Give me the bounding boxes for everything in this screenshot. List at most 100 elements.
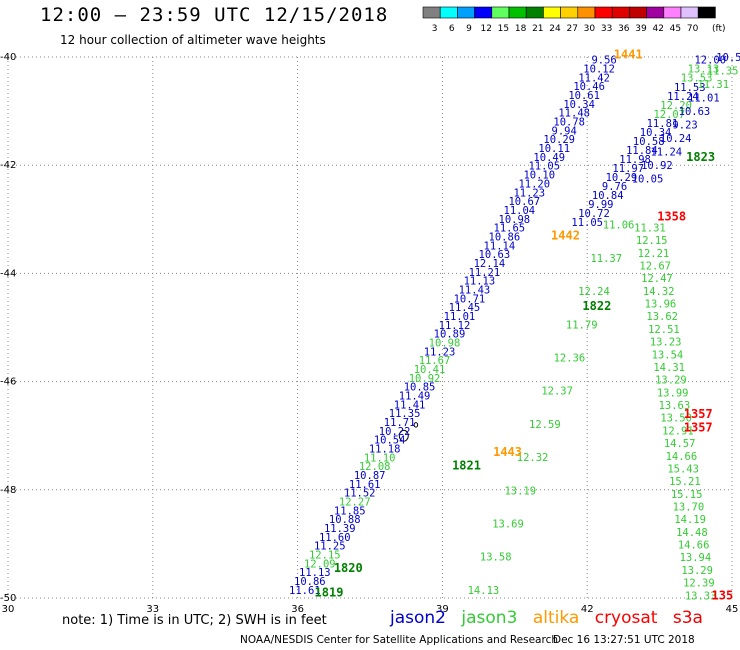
swh-value: 10.71 xyxy=(454,293,486,305)
swh-value: 10.10 xyxy=(523,170,555,182)
swh-value: 11.43 xyxy=(459,284,491,296)
swh-value: 11.01 xyxy=(688,93,720,105)
island-outline xyxy=(413,422,419,428)
swh-value: 11.35 xyxy=(389,408,421,420)
swh-value: 10.63 xyxy=(479,249,511,261)
swh-value: 11.13 xyxy=(464,276,496,288)
swh-value: 12.21 xyxy=(638,248,670,260)
swh-value: 11.81 xyxy=(647,118,679,130)
swh-value: 10.29 xyxy=(606,172,638,184)
legend-tick-label: 9 xyxy=(466,24,472,34)
swh-value: 10.86 xyxy=(489,231,521,243)
swh-value: 11.06 xyxy=(603,220,635,232)
swh-value: 9.94 xyxy=(552,125,577,137)
swh-value: 11.98 xyxy=(619,154,651,166)
swh-value: 10.84 xyxy=(592,190,624,202)
swh-value: 11.05 xyxy=(528,161,560,173)
swh-value: 11.13 xyxy=(299,567,331,579)
swh-value: 11.49 xyxy=(399,390,431,402)
swh-value: 9.76 xyxy=(602,181,627,193)
swh-value: 10.88 xyxy=(329,514,361,526)
swh-value: 12.59 xyxy=(529,419,561,431)
sat-label-altika: altika xyxy=(532,608,580,628)
swh-value: 13.23 xyxy=(650,337,682,349)
legend-unit: (ft) xyxy=(712,24,726,34)
sat-label-s3a: s3a xyxy=(672,608,703,628)
swh-value: 11.18 xyxy=(369,444,401,456)
swh-value: 13.19 xyxy=(504,485,536,497)
swh-value: 11.79 xyxy=(566,319,598,331)
swh-value: 10.67 xyxy=(508,196,540,208)
time-stamp: 1822 xyxy=(582,299,611,313)
swh-value: 11.37 xyxy=(590,253,622,265)
legend-tick-label: 42 xyxy=(652,24,663,34)
swh-value: 12.51 xyxy=(648,324,680,336)
swh-value: 12.67 xyxy=(639,260,671,272)
swh-value: 13.33 xyxy=(685,590,717,602)
swh-value: 11.61 xyxy=(349,479,381,491)
time-stamp: 1358 xyxy=(657,210,686,224)
swh-value: 11.04 xyxy=(504,205,536,217)
swh-value: 10.89 xyxy=(434,329,466,341)
swh-value: 12.00 xyxy=(694,55,726,67)
swh-value: 12.32 xyxy=(517,452,549,464)
swh-value: 13.62 xyxy=(646,311,678,323)
swh-value: 13.58 xyxy=(480,552,512,564)
swh-value: 13.53 xyxy=(681,73,713,85)
swh-value: 11.21 xyxy=(469,267,501,279)
legend-tick-label: 3 xyxy=(432,24,438,34)
swh-value: 11.14 xyxy=(484,240,516,252)
legend-tick-label: 12 xyxy=(480,24,491,34)
swh-value: 10.34 xyxy=(563,99,595,111)
swh-value: 13.29 xyxy=(681,565,713,577)
swh-value: 14.66 xyxy=(678,540,710,552)
swh-value: 10.34 xyxy=(640,127,672,139)
swh-value: 11.31 xyxy=(697,79,729,91)
credit-line: NOAA/NESDIS Center for Satellite Applica… xyxy=(240,634,558,646)
legend-tick-label: 15 xyxy=(498,24,509,34)
swh-value: 12.47 xyxy=(641,273,673,285)
swh-value: 13.63 xyxy=(659,400,691,412)
footer-note: note: 1) Time is in UTC; 2) SWH is in fe… xyxy=(62,613,327,628)
time-stamp: 1443 xyxy=(493,445,522,459)
swh-value: 14.32 xyxy=(643,286,675,298)
swh-value: 12.08 xyxy=(359,461,391,473)
swh-value: 14.48 xyxy=(676,527,708,539)
swh-value: 11.25 xyxy=(314,541,346,553)
swh-value: 12.09 xyxy=(304,558,336,570)
lat-tick-label: -44 xyxy=(0,268,16,279)
legend-tick-label: 24 xyxy=(549,24,561,34)
swh-value: 10.56 xyxy=(716,52,740,64)
swh-value: 10.92 xyxy=(409,373,441,385)
swh-value: 9.23 xyxy=(672,120,697,132)
swh-value: 10.22 xyxy=(379,426,411,438)
swh-value: 14.57 xyxy=(664,438,696,450)
swh-value: 13.54 xyxy=(652,349,684,361)
legend-swatch xyxy=(697,6,716,19)
swh-value: 11.31 xyxy=(634,222,666,234)
time-stamp: 1441 xyxy=(614,47,643,61)
swh-value: 12.37 xyxy=(541,386,573,398)
lat-tick-label: -40 xyxy=(0,52,16,63)
swh-value: 15.21 xyxy=(669,476,701,488)
lon-tick-label: 36 xyxy=(291,604,304,615)
sat-label-jason3: jason3 xyxy=(461,608,518,628)
swh-value: 11.24 xyxy=(667,91,699,103)
swh-value: 11.71 xyxy=(384,417,416,429)
swh-value: 11.23 xyxy=(513,187,545,199)
swh-value: 10.58 xyxy=(633,136,665,148)
swh-value: 10.49 xyxy=(533,152,565,164)
swh-value: 13.70 xyxy=(673,501,705,513)
swh-value: 13.69 xyxy=(492,518,524,530)
swh-value: 11.23 xyxy=(424,346,456,358)
time-stamp: 135 xyxy=(712,588,734,602)
swh-value: 15.43 xyxy=(667,463,699,475)
swh-value: 10.98 xyxy=(429,337,461,349)
swh-value: 12.27 xyxy=(339,497,371,509)
island-outline xyxy=(398,429,409,442)
swh-value: 12.36 xyxy=(554,353,586,365)
swh-value: 11.01 xyxy=(444,311,476,323)
swh-value: 10.85 xyxy=(404,382,436,394)
swh-value: 11.53 xyxy=(674,82,706,94)
